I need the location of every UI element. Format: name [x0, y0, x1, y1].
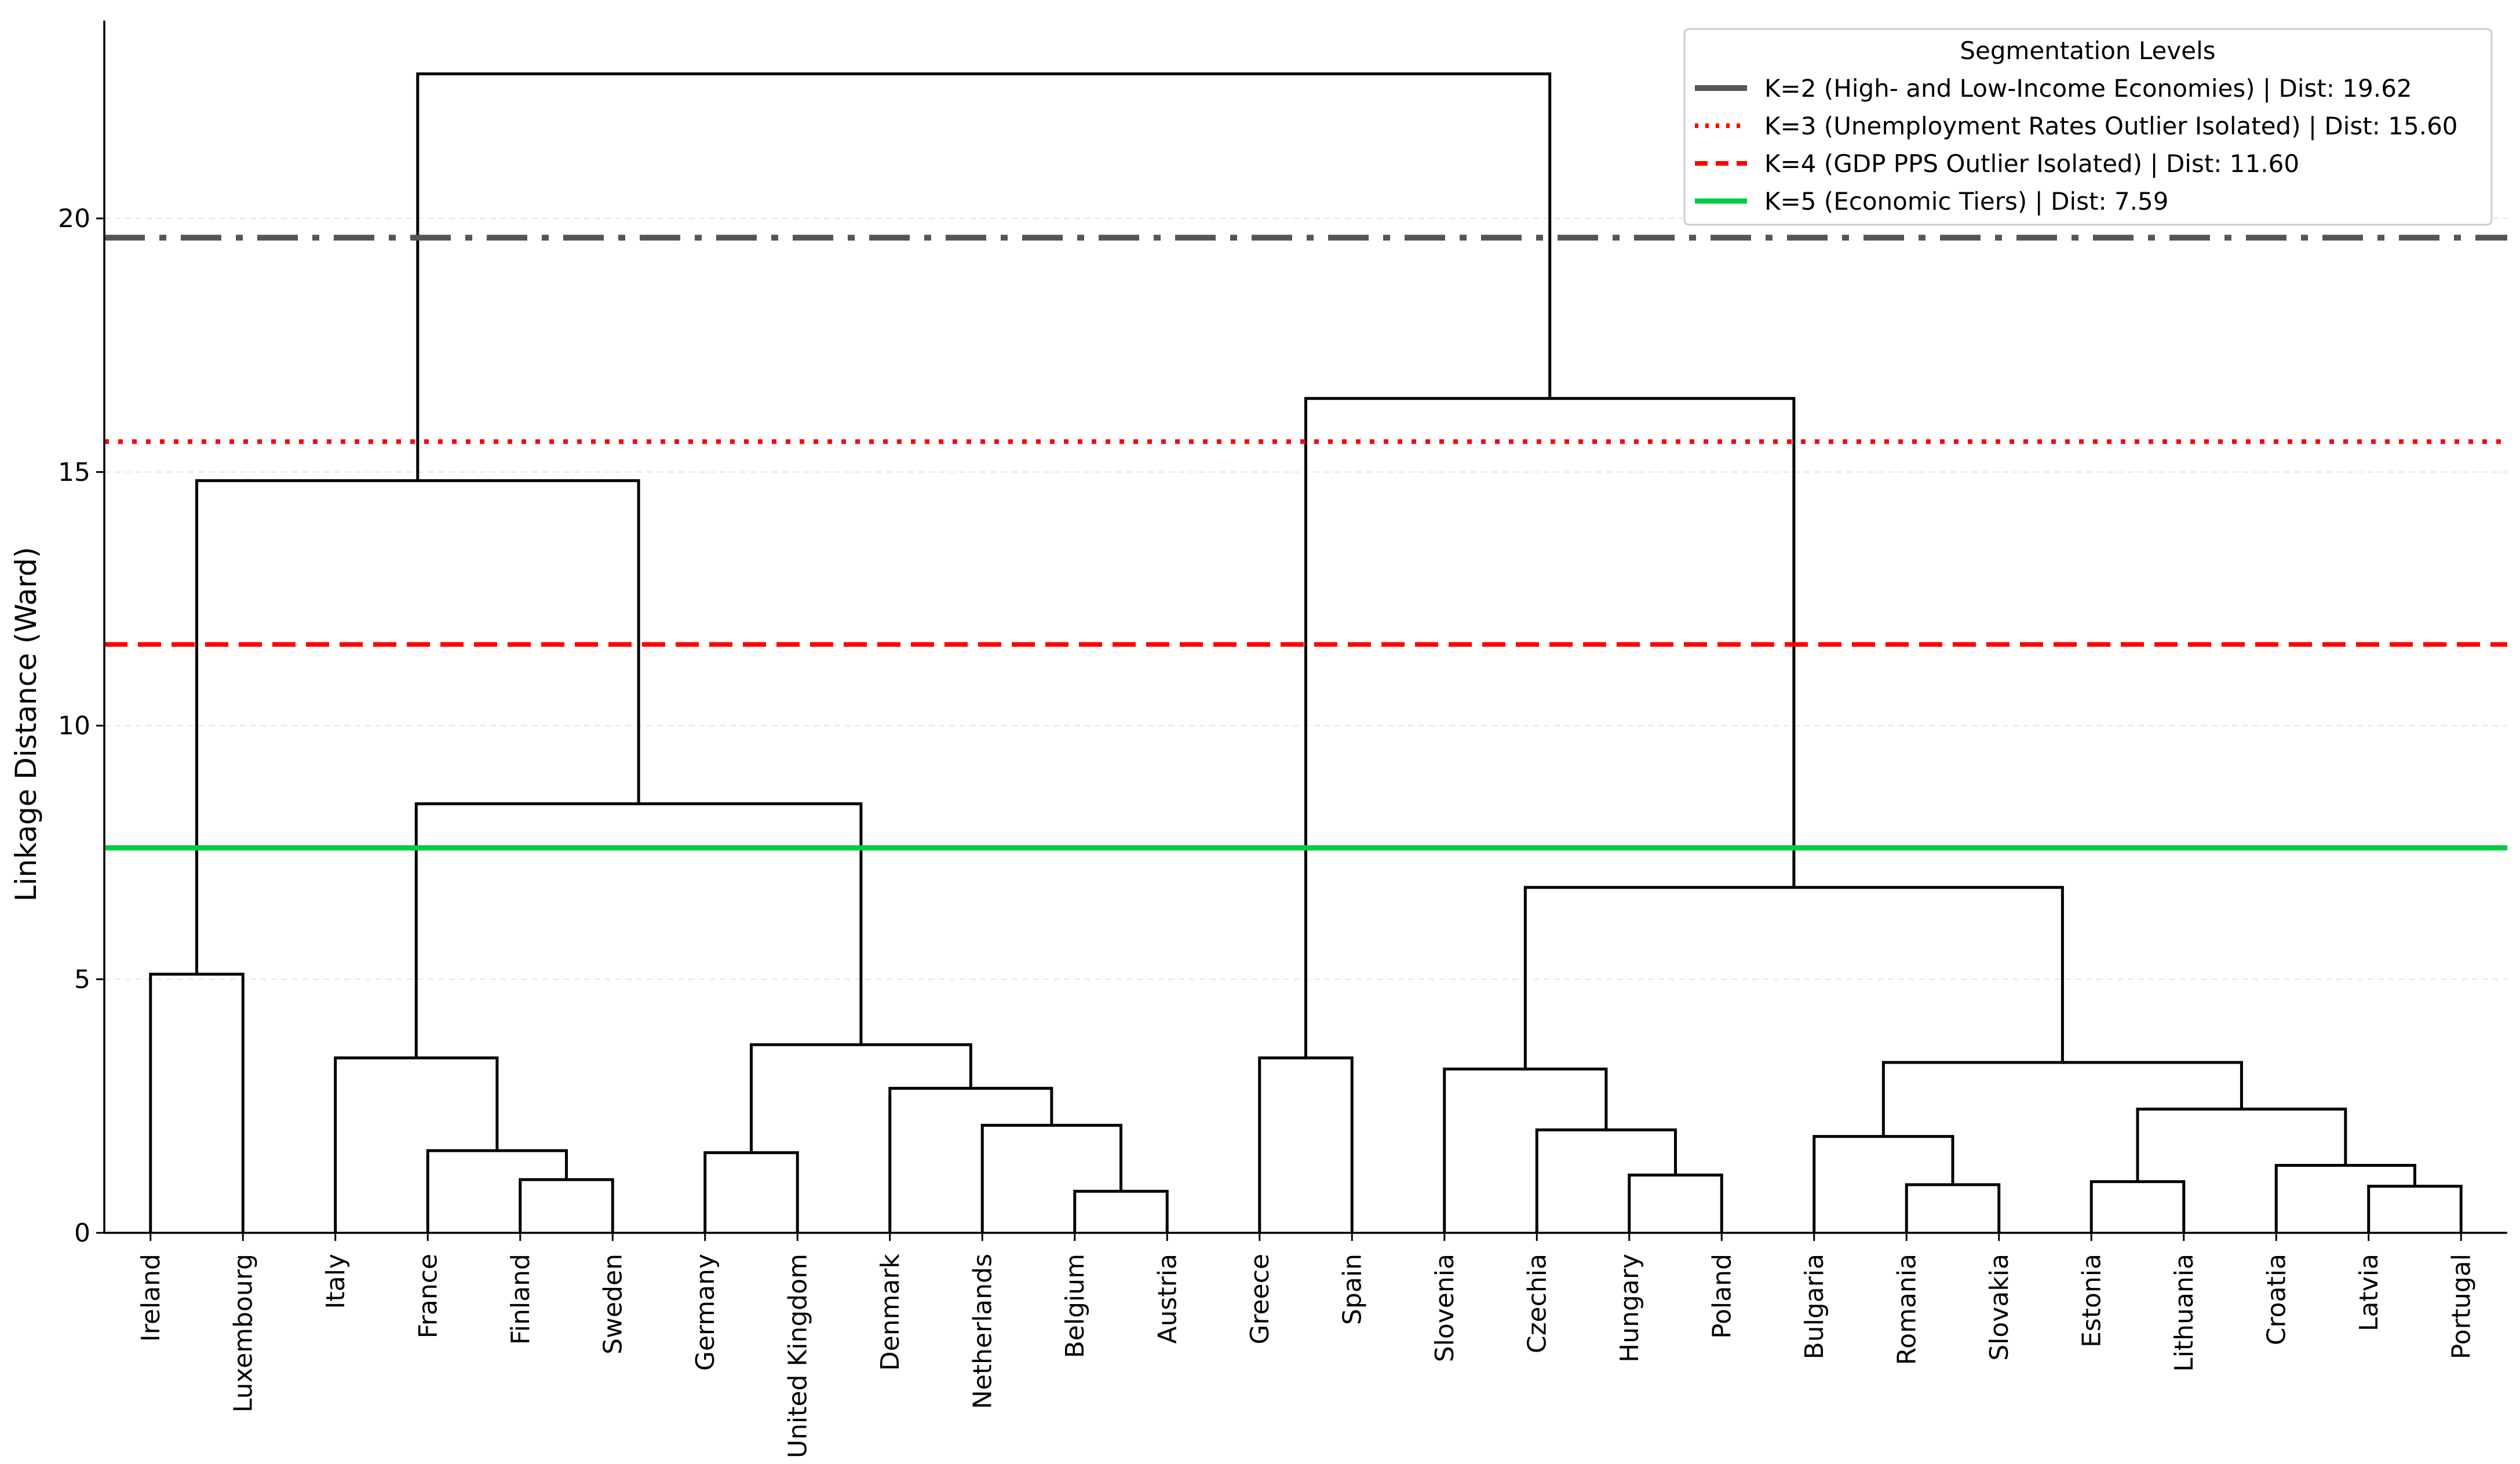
- leaf-label: United Kingdom: [783, 1254, 812, 1458]
- leaf-label: Poland: [1707, 1254, 1737, 1339]
- leaf-label: Romania: [1892, 1254, 1921, 1365]
- leaf-label: Denmark: [876, 1253, 905, 1371]
- leaf-label: Bulgaria: [1800, 1254, 1829, 1359]
- y-tick-label: 0: [74, 1218, 90, 1248]
- dendrogram-link: [2274, 1164, 2416, 1233]
- y-tick-label: 20: [58, 204, 90, 233]
- dendrogram-link: [1905, 1183, 2001, 1233]
- dendrogram-link: [426, 1149, 568, 1233]
- dendrogram-link: [750, 1043, 972, 1153]
- leaf-label: Spain: [1337, 1254, 1367, 1325]
- legend-label-k2: K=2 (High- and Low-Income Economies) | D…: [1764, 74, 2412, 103]
- dendrogram-link: [1073, 1189, 1169, 1233]
- dendrogram-link: [980, 1123, 1122, 1233]
- dendrogram-link: [1258, 1056, 1354, 1233]
- leaf-label: Portugal: [2446, 1254, 2476, 1359]
- dendrogram-link: [1304, 397, 1796, 1058]
- leaf-label: Sweden: [598, 1254, 628, 1355]
- leaf-label: Hungary: [1615, 1254, 1644, 1363]
- leaf-label: Greece: [1245, 1254, 1275, 1345]
- leaf-label: Slovenia: [1430, 1254, 1460, 1362]
- dendrogram-link: [1812, 1135, 1954, 1233]
- legend: Segmentation Levels K=2 (High- and Low-I…: [1683, 28, 2493, 226]
- dendrogram-link: [2367, 1184, 2463, 1233]
- dendrogram-link: [2089, 1180, 2186, 1233]
- leaf-label: Belgium: [1060, 1254, 1090, 1358]
- legend-label-k4: K=4 (GDP PPS Outlier Isolated) | Dist: 1…: [1764, 149, 2299, 178]
- leaf-label: Germany: [691, 1254, 720, 1371]
- leaf-label: Latvia: [2354, 1254, 2384, 1331]
- dendrogram-link: [414, 802, 863, 1058]
- dendrogram-link: [1535, 1128, 1677, 1233]
- y-tick-label: 5: [74, 965, 90, 994]
- dendrogram-link: [149, 972, 245, 1233]
- y-tick-label: 10: [58, 711, 90, 741]
- leaf-label: Lithuania: [2169, 1254, 2199, 1372]
- dendrogram-link: [519, 1178, 614, 1233]
- leaf-label: Ireland: [136, 1254, 166, 1342]
- y-axis-label: Linkage Distance (Ward): [9, 547, 43, 901]
- leaf-label: Netherlands: [968, 1254, 997, 1409]
- legend-box: [1683, 28, 2493, 226]
- leaf-label: Finland: [506, 1254, 535, 1345]
- leaf-label: Austria: [1153, 1254, 1182, 1343]
- threshold-lines: [104, 235, 2507, 850]
- dendrogram-link: [1443, 1067, 1608, 1233]
- leaf-label: Luxembourg: [228, 1254, 258, 1412]
- legend-label-k5: K=5 (Economic Tiers) | Dist: 7.59: [1764, 187, 2169, 216]
- dendrogram-link: [1628, 1173, 1723, 1233]
- leaf-label: Estonia: [2077, 1254, 2106, 1348]
- leaf-label: Czechia: [1522, 1254, 1552, 1353]
- legend-label-k3: K=3 (Unemployment Rates Outlier Isolated…: [1764, 112, 2458, 140]
- dendrogram-link: [334, 1056, 499, 1233]
- dendrogram-link: [1881, 1061, 2243, 1137]
- leaf-label: Slovakia: [1985, 1254, 2014, 1361]
- dendrogram-link: [703, 1151, 799, 1233]
- legend-title: Segmentation Levels: [1960, 36, 2215, 65]
- axes: 0 5 10 15 20 Ireland Luxembourg Italy France Finl…: [58, 20, 2507, 1458]
- dendrogram-links: [149, 72, 2463, 1233]
- dendrogram-link: [2136, 1107, 2347, 1182]
- dendrogram-link: [1523, 886, 2064, 1069]
- leaf-label: Croatia: [2262, 1254, 2291, 1345]
- dendrogram-link: [888, 1086, 1053, 1233]
- leaf-label: Italy: [321, 1254, 351, 1309]
- y-tick-label: 15: [58, 458, 90, 487]
- dendrogram-link: [416, 72, 1552, 481]
- leaf-label: France: [413, 1254, 443, 1338]
